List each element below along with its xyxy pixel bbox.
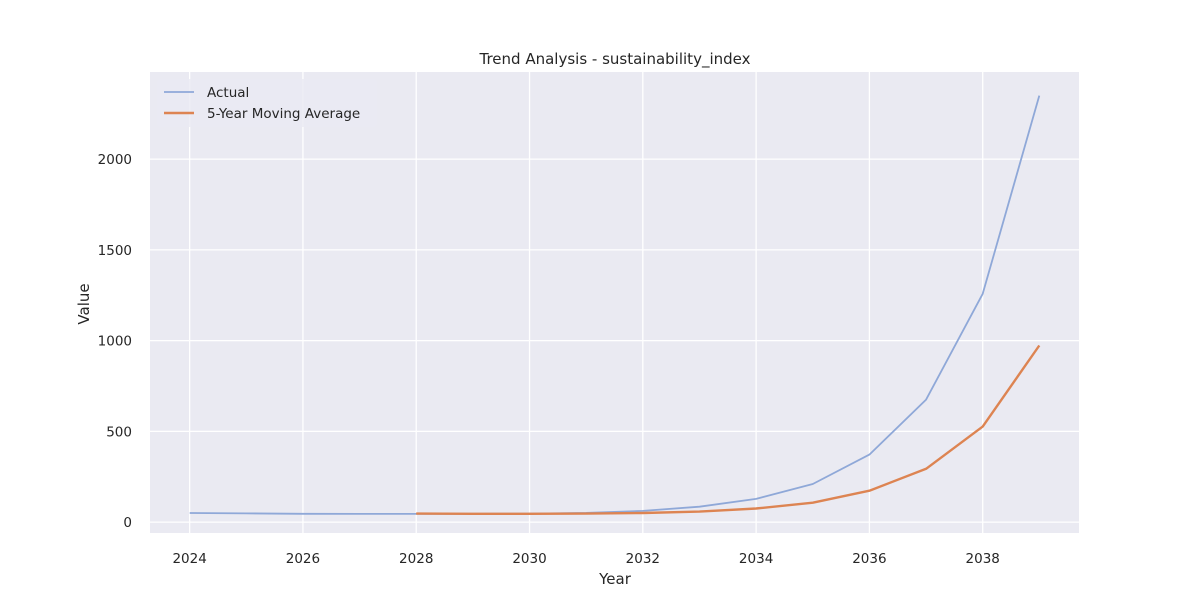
- series-layer: [189, 95, 1041, 515]
- tick-labels: 2024 2026 2028 2030 2032 2034 2036 2038 0 500 1000…: [98, 152, 1000, 567]
- legend-box: [157, 79, 377, 127]
- plot-background: [150, 72, 1079, 533]
- x-tick-label: 2038: [966, 551, 1000, 567]
- chart-title: Trend Analysis - sustainability_index: [479, 50, 751, 69]
- legend-label: Actual: [207, 85, 249, 101]
- y-tick-label: 1000: [98, 334, 132, 350]
- legend-label: 5-Year Moving Average: [207, 106, 360, 122]
- x-tick-label: 2024: [172, 551, 206, 567]
- y-tick-label: 2000: [98, 152, 132, 168]
- y-axis-label: Value: [75, 283, 93, 324]
- x-axis-label: Year: [598, 570, 632, 588]
- x-tick-label: 2036: [852, 551, 886, 567]
- x-tick-label: 2026: [286, 551, 320, 567]
- x-tick-label: 2032: [626, 551, 660, 567]
- legend: Actual 5-Year Moving Average: [157, 79, 377, 127]
- actual-series-line: [189, 95, 1041, 515]
- grid-lines: [150, 72, 1079, 533]
- x-tick-label: 2030: [512, 551, 546, 567]
- x-tick-label: 2034: [739, 551, 773, 567]
- y-tick-label: 500: [106, 424, 132, 440]
- moving-average-series-line: [416, 344, 1041, 515]
- x-tick-label: 2028: [399, 551, 433, 567]
- y-tick-label: 0: [123, 515, 132, 531]
- y-tick-label: 1500: [98, 243, 132, 259]
